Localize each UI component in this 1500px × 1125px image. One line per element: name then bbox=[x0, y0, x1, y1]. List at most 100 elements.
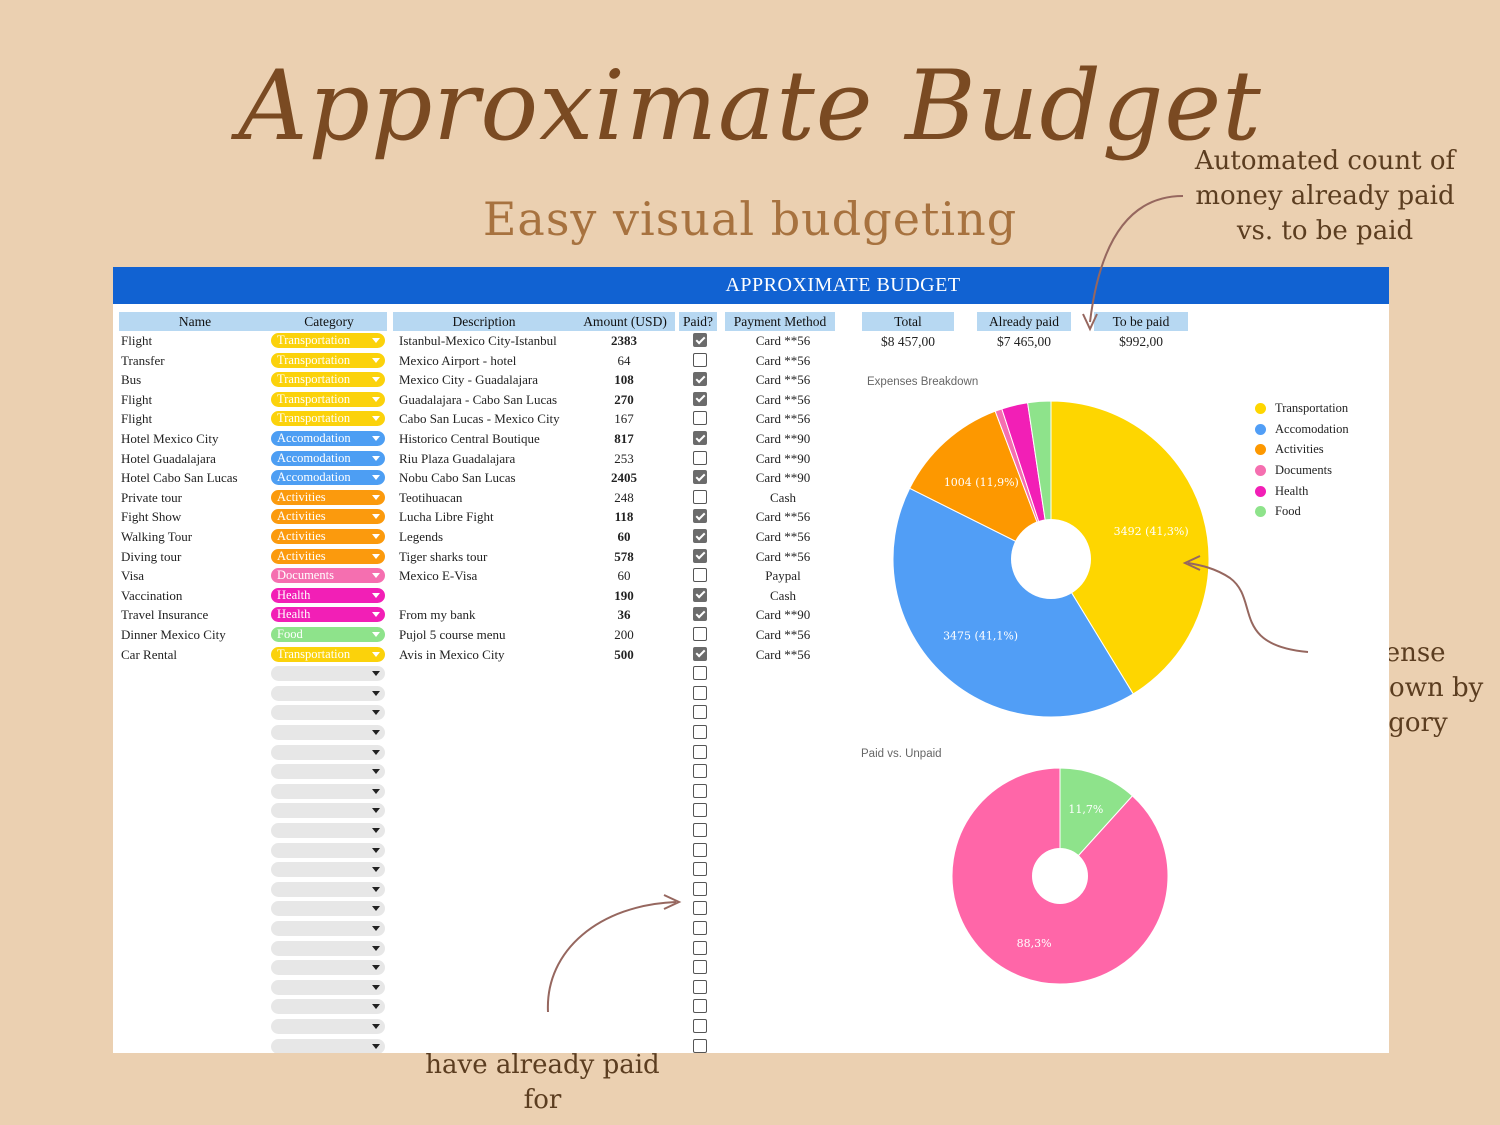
paid-checkbox[interactable] bbox=[693, 960, 707, 975]
category-chip[interactable]: Activities bbox=[271, 529, 385, 544]
legend-item[interactable]: Accomodation bbox=[1255, 419, 1349, 440]
category-chip[interactable] bbox=[271, 901, 385, 917]
category-chip[interactable]: Accomodation bbox=[271, 450, 385, 466]
paid-checkbox[interactable] bbox=[693, 685, 707, 700]
chevron-down-icon[interactable] bbox=[372, 1043, 380, 1049]
category-dropdown[interactable] bbox=[271, 801, 387, 821]
category-chip[interactable] bbox=[271, 666, 385, 682]
category-chip[interactable]: Transportation bbox=[271, 372, 385, 388]
chevron-down-icon[interactable] bbox=[372, 475, 380, 481]
row-name[interactable]: Hotel Mexico City bbox=[121, 431, 219, 446]
chevron-down-icon[interactable] bbox=[372, 514, 380, 520]
row-description[interactable]: Historico Central Boutique bbox=[399, 431, 540, 446]
category-dropdown[interactable] bbox=[271, 899, 387, 919]
category-dropdown[interactable] bbox=[271, 1017, 387, 1037]
category-chip[interactable]: Activities bbox=[271, 489, 385, 505]
row-name[interactable]: Flight bbox=[121, 391, 153, 407]
row-payment-method[interactable]: Card **90 bbox=[755, 470, 811, 486]
paid-checkbox[interactable] bbox=[693, 470, 707, 485]
category-dropdown[interactable]: Health bbox=[271, 586, 387, 606]
chevron-down-icon[interactable] bbox=[372, 847, 380, 853]
category-dropdown[interactable]: Transportation bbox=[271, 351, 387, 371]
row-name[interactable]: Hotel Guadalajara bbox=[121, 450, 216, 466]
paid-checkbox[interactable] bbox=[693, 803, 707, 818]
chevron-down-icon[interactable] bbox=[372, 730, 380, 735]
row-name[interactable]: Hotel Cabo San Lucas bbox=[121, 470, 238, 486]
category-chip[interactable] bbox=[271, 862, 385, 878]
chevron-down-icon[interactable] bbox=[372, 788, 380, 794]
pie-slice[interactable] bbox=[1050, 400, 1210, 695]
category-chip[interactable]: Transportation bbox=[271, 352, 385, 368]
category-dropdown[interactable] bbox=[271, 841, 387, 861]
paid-checkbox[interactable] bbox=[693, 450, 707, 465]
row-amount[interactable]: 500 bbox=[614, 646, 634, 662]
category-chip[interactable] bbox=[271, 705, 385, 721]
chevron-down-icon[interactable] bbox=[372, 671, 380, 677]
chevron-down-icon[interactable] bbox=[372, 965, 380, 971]
chevron-down-icon[interactable] bbox=[372, 592, 380, 598]
row-name[interactable]: Transfer bbox=[121, 352, 165, 368]
category-dropdown[interactable] bbox=[271, 821, 387, 841]
chevron-down-icon[interactable] bbox=[372, 553, 380, 559]
paid-checkbox[interactable] bbox=[693, 489, 707, 504]
category-chip[interactable] bbox=[271, 999, 385, 1015]
category-chip[interactable] bbox=[271, 803, 385, 819]
category-dropdown[interactable]: Activities bbox=[271, 527, 387, 547]
column-header-category[interactable]: Category bbox=[271, 312, 387, 331]
row-payment-method[interactable]: Card **56 bbox=[755, 529, 811, 544]
paid-checkbox[interactable] bbox=[693, 529, 707, 543]
category-chip[interactable]: Health bbox=[271, 607, 385, 623]
row-description[interactable]: Mexico Airport - hotel bbox=[399, 352, 517, 368]
row-name[interactable]: Vaccination bbox=[121, 587, 183, 603]
paid-checkbox[interactable] bbox=[693, 587, 707, 602]
category-chip[interactable] bbox=[271, 1038, 385, 1053]
category-chip[interactable]: Health bbox=[271, 587, 385, 603]
category-dropdown[interactable] bbox=[271, 860, 387, 880]
row-amount[interactable]: 578 bbox=[614, 548, 634, 564]
row-name[interactable]: Fight Show bbox=[121, 509, 182, 525]
category-dropdown[interactable] bbox=[271, 958, 387, 978]
row-name[interactable]: Walking Tour bbox=[121, 529, 193, 544]
column-header-paid[interactable]: Paid? bbox=[679, 312, 717, 331]
column-header-name[interactable]: Name bbox=[119, 312, 271, 331]
chevron-down-icon[interactable] bbox=[372, 828, 380, 833]
row-name[interactable]: Travel Insurance bbox=[121, 607, 209, 623]
paid-vs-unpaid-chart[interactable]: 11,7% 88,3% bbox=[933, 762, 1183, 992]
category-chip[interactable] bbox=[271, 823, 385, 838]
row-description[interactable]: Guadalajara - Cabo San Lucas bbox=[399, 391, 558, 407]
category-dropdown[interactable] bbox=[271, 997, 387, 1017]
category-dropdown[interactable] bbox=[271, 664, 387, 684]
paid-checkbox[interactable] bbox=[693, 372, 707, 387]
row-name[interactable]: Flight bbox=[121, 333, 153, 348]
row-payment-method[interactable]: Card **90 bbox=[755, 450, 811, 466]
chevron-down-icon[interactable] bbox=[372, 808, 380, 814]
chevron-down-icon[interactable] bbox=[372, 416, 380, 422]
category-chip[interactable]: Transportation bbox=[271, 646, 385, 662]
row-amount[interactable]: 108 bbox=[614, 372, 634, 388]
row-amount[interactable]: 253 bbox=[614, 450, 634, 466]
row-amount[interactable]: 270 bbox=[614, 391, 634, 407]
chevron-down-icon[interactable] bbox=[372, 494, 380, 500]
row-payment-method[interactable]: Card **56 bbox=[755, 646, 811, 662]
legend-item[interactable]: Transportation bbox=[1255, 398, 1349, 419]
chevron-down-icon[interactable] bbox=[372, 867, 380, 873]
paid-checkbox[interactable] bbox=[693, 509, 707, 524]
paid-checkbox[interactable] bbox=[693, 842, 707, 857]
paid-checkbox[interactable] bbox=[693, 431, 707, 445]
legend-item[interactable]: Activities bbox=[1255, 439, 1349, 460]
paid-checkbox[interactable] bbox=[693, 411, 707, 426]
row-amount[interactable]: 118 bbox=[614, 509, 634, 525]
expenses-breakdown-chart[interactable]: 3492 (41,3%) 3475 (41,1%) 1004 (11,9%) bbox=[873, 387, 1233, 727]
row-description[interactable]: Lucha Libre Fight bbox=[399, 509, 494, 525]
legend-item[interactable]: Food bbox=[1255, 501, 1349, 522]
category-chip[interactable] bbox=[271, 1019, 385, 1034]
row-amount[interactable]: 36 bbox=[617, 607, 631, 623]
category-dropdown[interactable] bbox=[271, 939, 387, 959]
row-amount[interactable]: 200 bbox=[614, 627, 634, 642]
category-dropdown[interactable]: Accomodation bbox=[271, 449, 387, 469]
pie-slice[interactable] bbox=[892, 487, 1134, 718]
paid-checkbox[interactable] bbox=[693, 764, 707, 779]
chevron-down-icon[interactable] bbox=[372, 926, 380, 931]
row-payment-method[interactable]: Card **56 bbox=[755, 352, 811, 368]
paid-checkbox[interactable] bbox=[693, 646, 707, 661]
